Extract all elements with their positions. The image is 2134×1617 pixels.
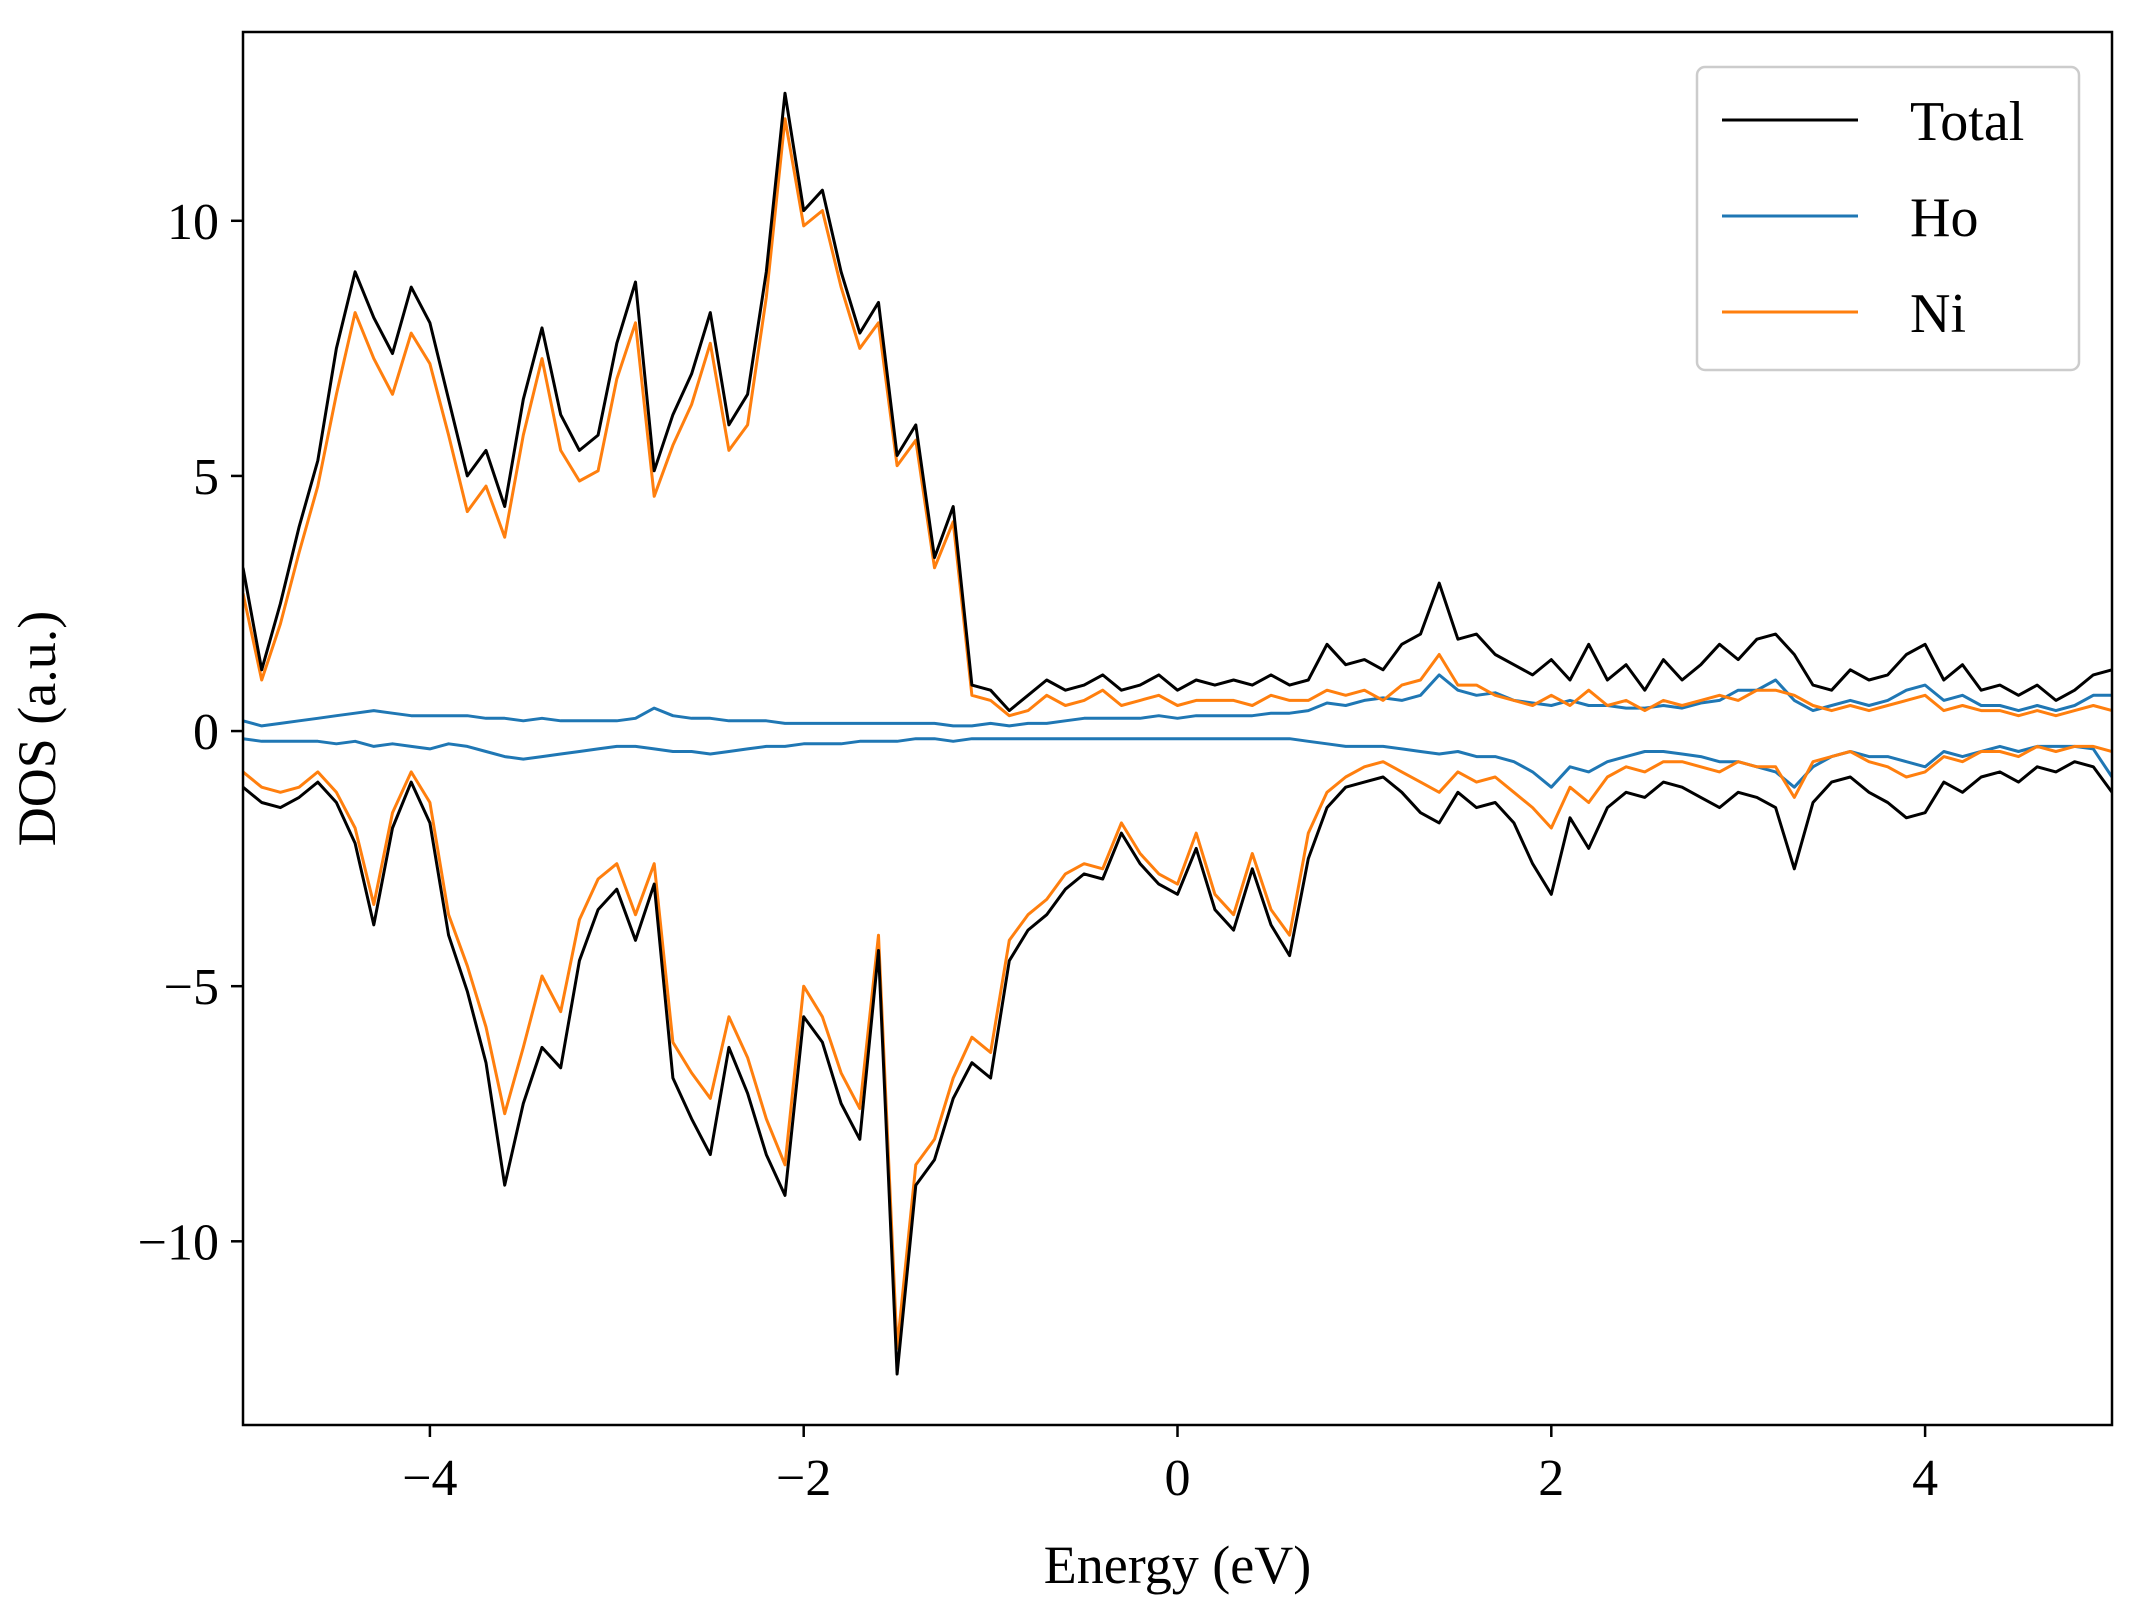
series-line-ni-down xyxy=(243,744,2112,1350)
series-line-ni-up xyxy=(243,117,2112,718)
x-axis-ticks: −4 −2 0 2 4 xyxy=(402,1425,1938,1507)
y-axis-label: DOS (a.u.) xyxy=(7,611,67,846)
x-tick-label: −4 xyxy=(402,1450,457,1507)
series-line-total-up xyxy=(243,91,2112,713)
x-tick-label: 4 xyxy=(1912,1450,1938,1507)
legend: Total Ho Ni xyxy=(1695,65,2081,372)
y-tick-label: −5 xyxy=(164,959,219,1016)
legend-box xyxy=(1695,65,2081,372)
x-tick-label: 2 xyxy=(1538,1450,1564,1507)
y-tick-label: 5 xyxy=(193,449,219,506)
series-lines xyxy=(243,91,2112,1376)
legend-label-ni: Ni xyxy=(1910,283,1966,345)
y-tick-label: 10 xyxy=(167,194,219,251)
x-tick-label: 0 xyxy=(1165,1450,1191,1507)
x-axis-label: Energy (eV) xyxy=(1044,1535,1311,1595)
x-tick-label: −2 xyxy=(776,1450,831,1507)
series-line-ho-down xyxy=(243,737,2112,789)
y-axis-ticks: −10 −5 0 5 10 xyxy=(138,194,243,1271)
series-line-total-down xyxy=(243,760,2112,1376)
legend-label-total: Total xyxy=(1910,91,2024,153)
y-tick-label: −10 xyxy=(138,1214,219,1271)
y-tick-label: 0 xyxy=(193,704,219,761)
series-line-ho-up xyxy=(243,673,2112,728)
legend-label-ho: Ho xyxy=(1910,187,1978,249)
